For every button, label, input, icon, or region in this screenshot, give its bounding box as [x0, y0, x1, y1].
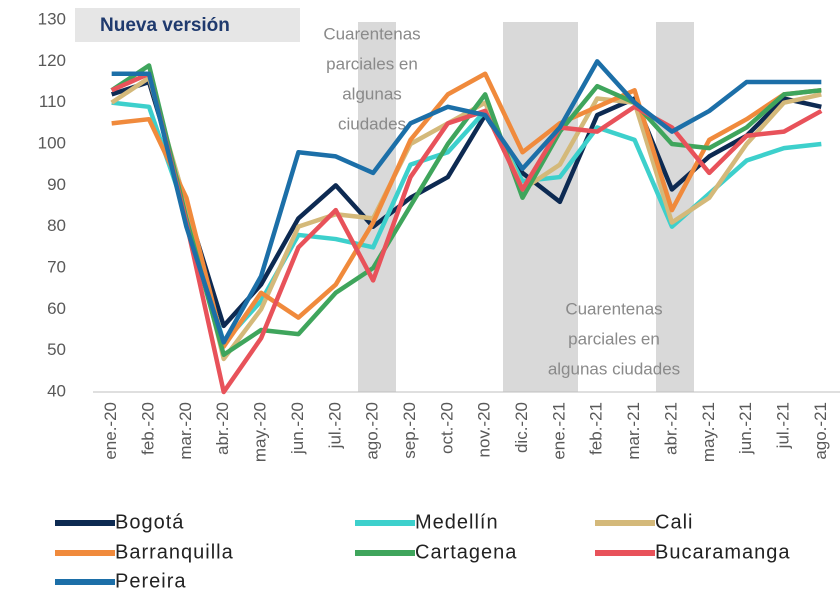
x-tick-label: feb.-21: [587, 402, 606, 455]
title-box: [75, 8, 300, 42]
y-tick-label: 130: [38, 9, 66, 28]
x-tick-label: abr.-20: [213, 402, 232, 455]
annotation: parciales en: [568, 329, 660, 348]
annotation: algunas ciudades: [548, 359, 680, 378]
legend-label: Medellín: [415, 511, 499, 533]
x-tick-label: jul.-21: [773, 402, 792, 449]
x-tick-label: abr.-21: [661, 402, 680, 455]
x-tick-label: mar.-21: [624, 402, 643, 460]
x-tick-label: oct.-20: [437, 402, 456, 454]
y-tick-label: 80: [47, 216, 66, 235]
x-tick-label: ene.-20: [101, 402, 120, 460]
series-line: [111, 71, 822, 349]
y-tick-label: 90: [47, 175, 66, 194]
x-tick-label: ago.-21: [811, 402, 830, 460]
legend-label: Cartagena: [415, 541, 517, 563]
annotation: parciales en: [326, 54, 418, 73]
y-tick-label: 50: [47, 340, 66, 359]
x-tick-label: ago.-20: [363, 402, 382, 460]
x-tick-label: jul.-20: [325, 402, 344, 449]
annotation: Cuarentenas: [323, 24, 420, 43]
legend-label: Bogotá: [115, 511, 184, 533]
x-tick-label: may.-20: [251, 402, 270, 462]
chart-title: Nueva versión: [100, 15, 230, 36]
legend-label: Cali: [655, 511, 693, 533]
x-tick-label: feb.-20: [139, 402, 158, 455]
y-tick-label: 60: [47, 299, 66, 318]
y-tick-label: 70: [47, 257, 66, 276]
x-tick-label: may.-21: [699, 402, 718, 462]
x-tick-label: mar.-20: [176, 402, 195, 460]
y-tick-label: 40: [47, 381, 66, 400]
shaded-band: [503, 22, 578, 392]
legend-label: Pereira: [115, 570, 186, 592]
x-tick-label: sep.-20: [400, 402, 419, 459]
x-tick-label: nov.-20: [475, 402, 494, 457]
x-tick-label: ene.-21: [549, 402, 568, 460]
x-tick-label: jun.-20: [288, 402, 307, 455]
legend-label: Barranquilla: [115, 541, 234, 563]
y-tick-label: 110: [39, 92, 66, 111]
x-tick-label: jun.-21: [736, 402, 755, 455]
y-tick-label: 100: [38, 133, 66, 152]
y-tick-label: 120: [38, 51, 66, 70]
annotation: algunas: [342, 84, 402, 103]
annotation: ciudades: [338, 114, 406, 133]
series-line: [110, 71, 823, 395]
x-tick-label: dic.-20: [512, 402, 531, 453]
legend-label: Bucaramanga: [655, 541, 791, 563]
annotation: Cuarentenas: [565, 299, 662, 318]
series-line: [111, 59, 822, 345]
